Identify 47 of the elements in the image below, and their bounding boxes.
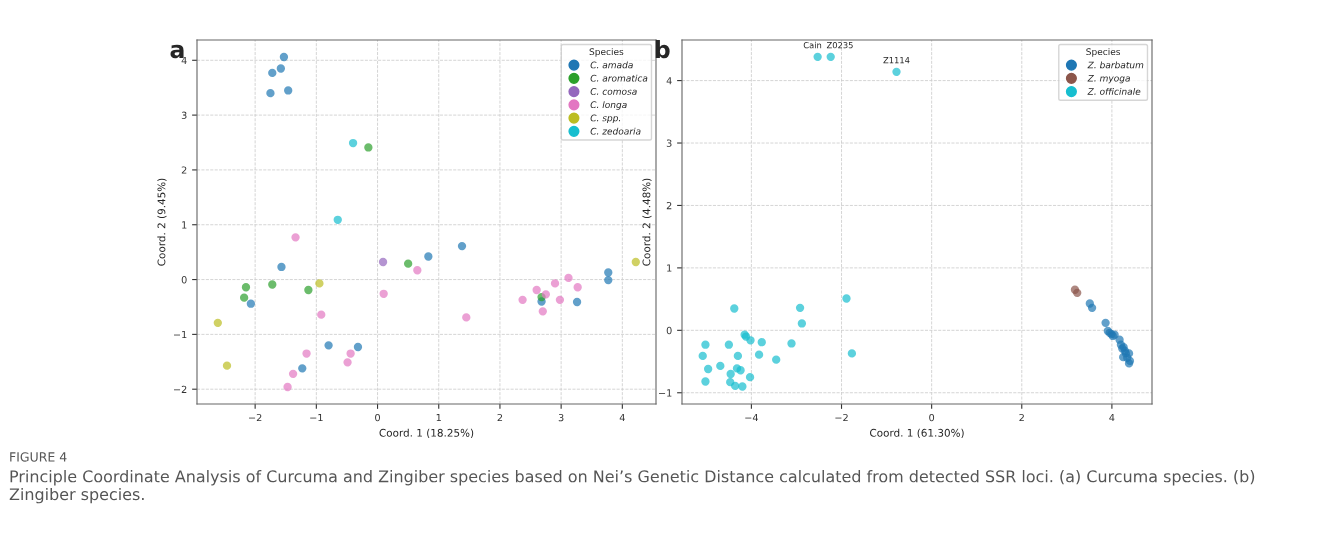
- legend-label: Z. officinale: [1087, 87, 1141, 95]
- y-tick-label: 4: [666, 77, 672, 85]
- caption: FIGURE 4: [10, 452, 67, 462]
- y-tick-label: 1: [182, 221, 187, 229]
- x-tick-label: 2: [1019, 413, 1024, 422]
- y-tick-label: 1: [667, 264, 672, 272]
- y-tick-label: 3: [181, 111, 187, 119]
- legend-label: C. longa: [590, 101, 627, 110]
- legend-title: Species: [1086, 48, 1121, 57]
- legend-label: C. comosa: [590, 88, 637, 95]
- x-tick-label: 0: [375, 413, 380, 422]
- legend-label: C. zedoaria: [590, 127, 641, 135]
- y-tick-label: −2: [173, 385, 187, 393]
- legend-label: C. aromatica: [590, 74, 648, 82]
- x-tick-label: 3: [558, 413, 564, 422]
- chart-title: b: [655, 40, 670, 59]
- legend-label: C. amada: [590, 61, 633, 69]
- y-tick-label: 3: [666, 139, 672, 147]
- y-tick-label: 2: [666, 201, 672, 210]
- x-tick-label: −2: [249, 413, 262, 422]
- y-tick-label: 2: [181, 166, 187, 174]
- legend-label: C. spp.: [590, 114, 621, 124]
- legend-title: Species: [589, 48, 624, 57]
- x-tick-label: −4: [745, 414, 759, 422]
- annotation: Cain: [803, 41, 822, 49]
- annotation: Z0235: [826, 42, 853, 49]
- y-tick-label: 0: [666, 326, 672, 335]
- x-tick-label: 1: [436, 414, 441, 422]
- x-tick-label: 4: [1109, 414, 1115, 422]
- y-axis-title: Coord. 2 (9.45%): [157, 178, 167, 266]
- y-tick-label: −1: [173, 330, 187, 339]
- legend-label: Z. myoga: [1087, 74, 1130, 84]
- y-tick-label: 4: [181, 56, 187, 64]
- text: Principle Coordinate Analysis of Curcuma and Zingiber species based on Nei’s Genetic Distance calculated from detected SSR loci. (a) Curcuma species. (b) Zingiber species.: [9, 470, 1255, 504]
- y-axis-title: Coord. 2 (4.48%): [642, 178, 652, 266]
- x-tick-label: 2: [497, 413, 503, 422]
- x-tick-label: −1: [310, 414, 323, 422]
- x-tick-label: 0: [929, 413, 935, 422]
- y-tick-label: −1: [658, 389, 672, 397]
- chart-title: a: [170, 44, 184, 59]
- x-tick-label: 4: [619, 414, 625, 422]
- x-axis-title: Coord. 1 (61.30%): [870, 428, 964, 438]
- x-tick-label: −2: [835, 413, 848, 422]
- y-tick-label: 0: [181, 276, 187, 284]
- legend-label: Z. barbatum: [1087, 61, 1144, 69]
- annotation: Z1114: [883, 57, 910, 64]
- x-axis-title: Coord. 1 (18.25%): [379, 428, 474, 438]
